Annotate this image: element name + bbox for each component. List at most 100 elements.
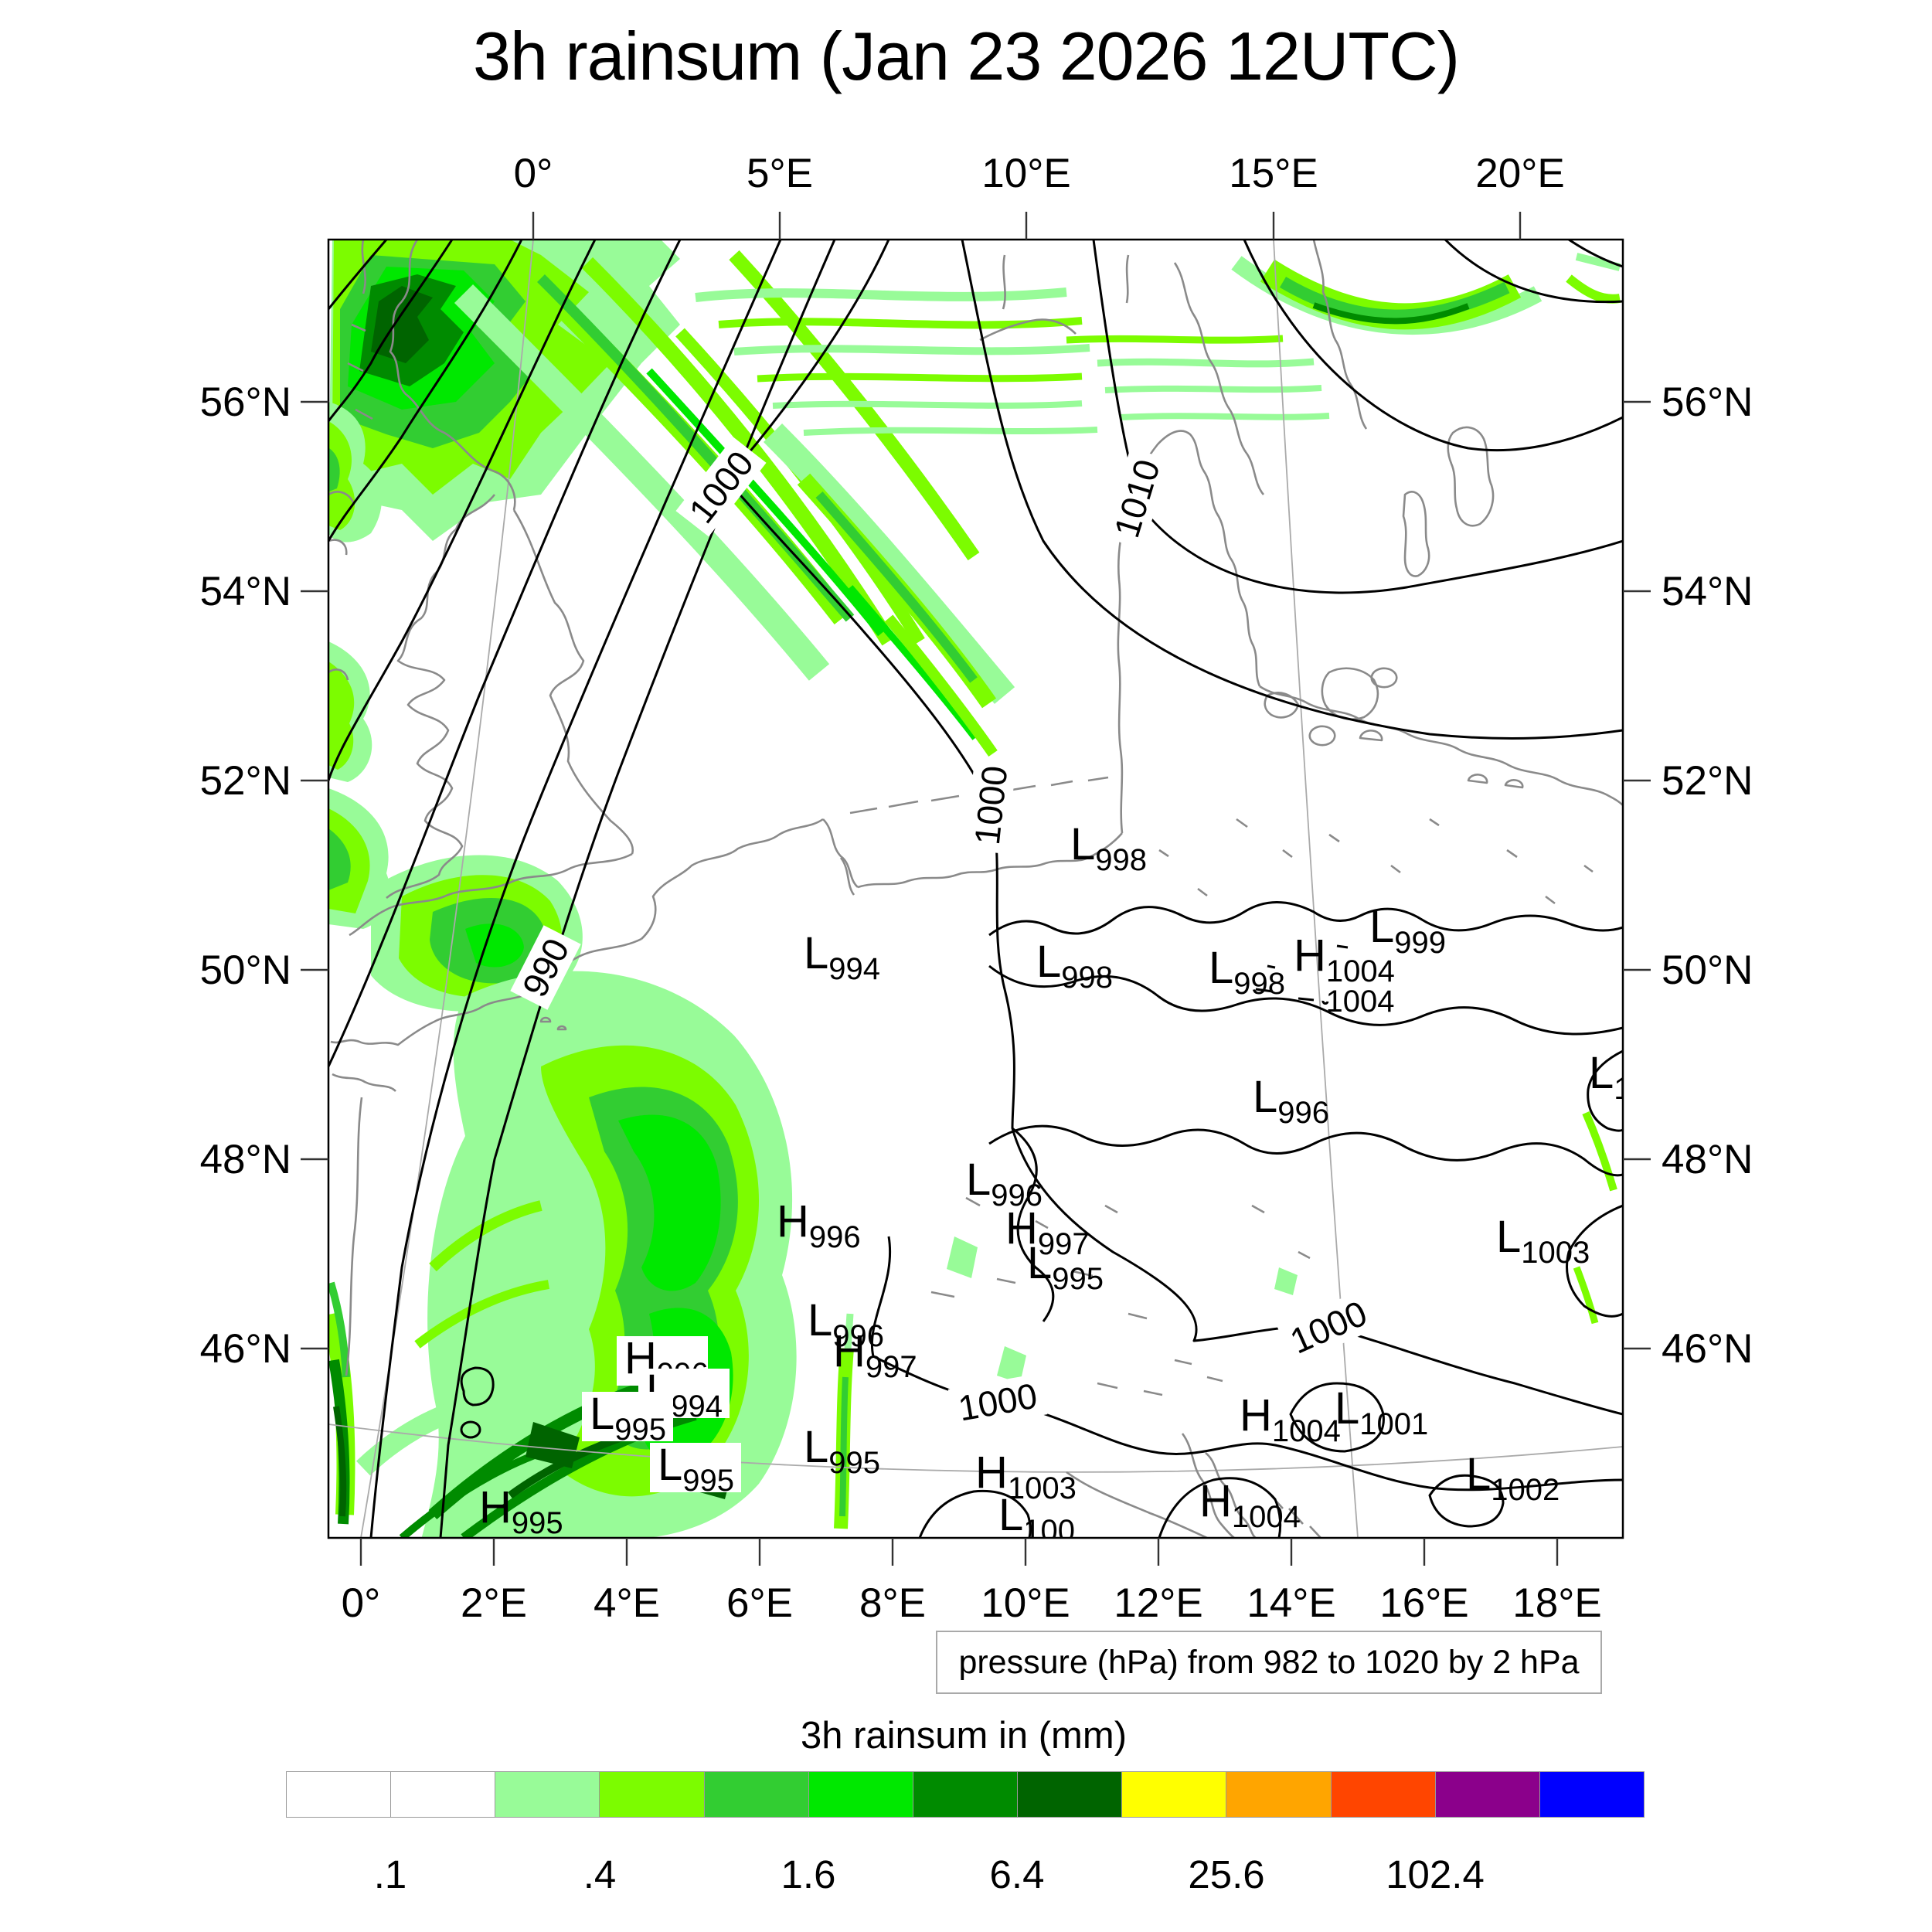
colorbar-cell bbox=[495, 1772, 600, 1817]
axis-label-left: 52°N bbox=[200, 758, 291, 804]
rain-patch bbox=[328, 662, 355, 770]
rain-patch bbox=[839, 1376, 849, 1517]
axis-label-bottom: 12°E bbox=[1114, 1580, 1203, 1626]
rain-patch bbox=[847, 585, 978, 740]
colorbar-tick-label: 6.4 bbox=[989, 1852, 1045, 1896]
pressure-center-label: L999 bbox=[1369, 902, 1446, 960]
rain-patch bbox=[328, 421, 355, 530]
rain-patch bbox=[1274, 1267, 1298, 1295]
coastline bbox=[641, 818, 824, 940]
pressure-label-text: L996 bbox=[966, 1155, 1043, 1213]
axis-label-right: 56°N bbox=[1662, 379, 1753, 425]
coastline bbox=[1312, 240, 1368, 430]
pressure-center-label: H996 bbox=[777, 1196, 861, 1254]
isobar-contour bbox=[1267, 944, 1349, 969]
rain-patch bbox=[815, 492, 978, 683]
colorbar-tick-label: 1.6 bbox=[781, 1852, 836, 1896]
isobar-contour bbox=[1428, 1474, 1505, 1528]
rain-patch bbox=[581, 257, 896, 646]
axis-label-bottom: 10°E bbox=[981, 1580, 1070, 1626]
rain-patch bbox=[371, 286, 433, 363]
coastline bbox=[1467, 774, 1524, 789]
coastline bbox=[822, 818, 859, 896]
colorbar-cell bbox=[1226, 1772, 1332, 1817]
colorbar-cell bbox=[1435, 1772, 1540, 1817]
colorbar-tick-label: 102.4 bbox=[1386, 1852, 1485, 1896]
coastline bbox=[389, 240, 516, 511]
coastline bbox=[1173, 262, 1265, 495]
contour-label-box bbox=[947, 1372, 1048, 1431]
isobar-contour bbox=[988, 901, 1623, 937]
colorbar-cell bbox=[1539, 1772, 1645, 1817]
pressure-center-label: H1004 bbox=[1199, 1476, 1301, 1534]
pressure-label-text: L994 bbox=[804, 928, 880, 986]
pressure-label-text: L1002 bbox=[1466, 1449, 1560, 1507]
pressure-center-label: L100 bbox=[998, 1490, 1075, 1548]
isobar-contour bbox=[328, 240, 523, 542]
rain-patch bbox=[772, 400, 1083, 409]
isobar-contour bbox=[1289, 1382, 1385, 1453]
coastline bbox=[1117, 430, 1261, 834]
axis-label-right: 52°N bbox=[1662, 758, 1753, 804]
coastline bbox=[386, 494, 496, 900]
isobar-contour bbox=[961, 240, 1623, 740]
contour-label-box bbox=[964, 756, 1017, 855]
rain-patch bbox=[1582, 1111, 1617, 1192]
colorbar-cell bbox=[1331, 1772, 1436, 1817]
isobar-contour bbox=[1587, 1049, 1623, 1132]
isobar-contour bbox=[460, 1420, 481, 1439]
coastline bbox=[1158, 818, 1594, 905]
pressure-label-text: L995 bbox=[1027, 1238, 1104, 1296]
rain-patch bbox=[414, 1280, 549, 1349]
pressure-label-text: H997 bbox=[833, 1326, 917, 1384]
pressure-center-label: L1003 bbox=[1496, 1212, 1590, 1270]
rain-patch bbox=[1066, 335, 1284, 344]
pressure-label-text: H995 bbox=[479, 1482, 563, 1540]
contour-label: 1000 bbox=[964, 756, 1017, 855]
contour-label: 1000 bbox=[1277, 1288, 1380, 1366]
isobar-contour bbox=[1243, 240, 1623, 452]
axis-label-left: 54°N bbox=[200, 569, 291, 614]
isobar-contour bbox=[1568, 240, 1623, 268]
isobar-contour bbox=[1566, 1204, 1623, 1318]
pressure-caption-box: pressure (hPa) from 982 to 1020 by 2 hPa bbox=[936, 1631, 1602, 1694]
pressure-center-label: L996 bbox=[808, 1295, 884, 1353]
colorbar-cell bbox=[808, 1772, 913, 1817]
axis-label-left: 56°N bbox=[200, 379, 291, 425]
coastline bbox=[930, 1196, 1311, 1396]
pressure-center-label: L998 bbox=[1070, 819, 1147, 877]
rain-patch bbox=[1120, 413, 1330, 420]
contour-label-box bbox=[510, 925, 581, 1010]
pressure-center-label: L995 bbox=[650, 1440, 741, 1498]
colorbar-cell bbox=[1018, 1772, 1123, 1817]
coastline bbox=[1066, 1471, 1208, 1538]
rain-patch bbox=[695, 287, 1067, 302]
pressure-label-text: L998 bbox=[1209, 943, 1285, 1001]
colorbar-cell bbox=[391, 1772, 496, 1817]
colorbar-title: 3h rainsum in (mm) bbox=[800, 1715, 1128, 1757]
pressure-center-label: L1001 bbox=[1335, 1383, 1428, 1441]
axis-label-right: 50°N bbox=[1662, 947, 1753, 993]
axis-label-bottom: 2°E bbox=[461, 1580, 527, 1626]
rain-patch bbox=[333, 1406, 347, 1517]
pressure-label-text: L1001 bbox=[1335, 1383, 1428, 1441]
rain-patch bbox=[1312, 302, 1470, 325]
isobar-contour bbox=[328, 240, 388, 310]
contour-label-box bbox=[1277, 1288, 1380, 1366]
isobar-contour bbox=[1444, 240, 1623, 304]
rain-patch bbox=[757, 372, 1083, 383]
axis-label-bottom: 18°E bbox=[1512, 1580, 1602, 1626]
pressure-center-label: L995 bbox=[804, 1422, 880, 1480]
isobar-contour bbox=[328, 240, 454, 422]
pressure-center-label: L995 bbox=[582, 1389, 673, 1447]
coastline bbox=[330, 937, 642, 1046]
rain-patch bbox=[1573, 1266, 1599, 1325]
pressure-center-label: H1004 bbox=[1294, 930, 1395, 988]
colorbar-tick-label: .4 bbox=[583, 1852, 617, 1896]
colorbar-cell bbox=[704, 1772, 809, 1817]
pressure-label-text: H997 bbox=[1005, 1203, 1090, 1261]
contour-label-text: 1000 bbox=[1284, 1293, 1373, 1362]
axis-label-bottom: 8°E bbox=[859, 1580, 926, 1626]
colorbar-tick-labels: .1 .4 1.6 6.4 25.6 102.4 bbox=[0, 1852, 1932, 1898]
pressure-label-text: L100 bbox=[998, 1490, 1075, 1548]
